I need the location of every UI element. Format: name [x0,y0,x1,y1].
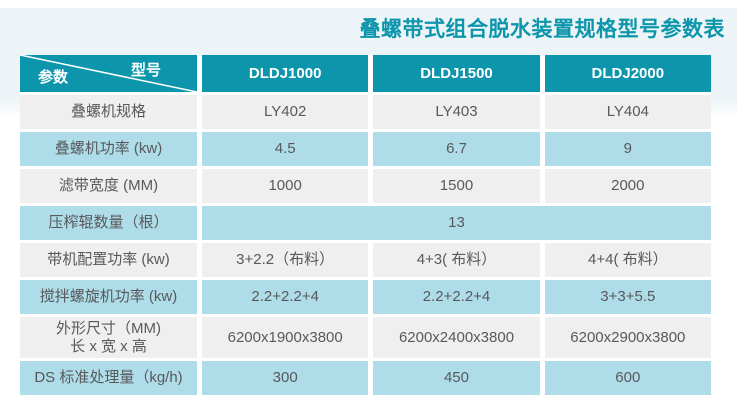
value-cell: 6200x2400x3800 [373,317,540,358]
value-cell: 6200x2900x3800 [544,317,711,358]
spec-table: 参数 型号 DLDJ1000 DLDJ1500 DLDJ2000 叠螺机规格 L… [20,55,711,395]
row-label-line2: 长 x 宽 x 高 [70,337,147,355]
column-header-dldj2000: DLDJ2000 [544,55,711,92]
page-title: 叠螺带式组合脱水装置规格型号参数表 [359,18,725,41]
value-cell: 600 [544,361,711,395]
row-label-cell: 外形尺寸（MM) 长 x 宽 x 高 [20,317,197,358]
column-header-dldj1500: DLDJ1500 [373,55,540,92]
row-label-cell: 搅拌螺旋机功率 (kw) [20,280,197,314]
value-cell: 300 [202,361,369,395]
value-cell: 4+4( 布料） [544,243,711,277]
row-label-cell: 压榨辊数量（根） [20,206,197,240]
value-cell: LY404 [544,95,711,129]
value-cell: 4+3( 布料） [373,243,540,277]
corner-param-label: 参数 [38,69,69,86]
value-cell: 450 [373,361,540,395]
value-cell: LY403 [373,95,540,129]
value-cell: 1500 [373,169,540,203]
value-cell: 2000 [544,169,711,203]
merged-value-cell: 13 [202,206,711,240]
corner-model-label: 型号 [130,62,161,79]
value-cell: 3+2.2（布料） [202,243,369,277]
value-cell: 2.2+2.2+4 [202,280,369,314]
row-label-cell: 叠螺机规格 [20,95,197,129]
value-cell: LY402 [202,95,369,129]
row-label-cell: 带机配置功率 (kw) [20,243,197,277]
value-cell: 4.5 [202,132,369,166]
value-cell: 6.7 [373,132,540,166]
row-label-line1: 外形尺寸（MM) [56,319,161,337]
row-label-cell: DS 标准处理量（kg/h) [20,361,197,395]
value-cell: 2.2+2.2+4 [373,280,540,314]
row-label-cell: 滤带宽度 (MM) [20,169,197,203]
diagonal-line [20,55,197,92]
corner-cell: 参数 型号 [20,55,197,92]
value-cell: 9 [544,132,711,166]
column-header-dldj1000: DLDJ1000 [202,55,369,92]
value-cell: 1000 [202,169,369,203]
value-cell: 3+3+5.5 [544,280,711,314]
row-label-cell: 叠螺机功率 (kw) [20,132,197,166]
value-cell: 6200x1900x3800 [202,317,369,358]
